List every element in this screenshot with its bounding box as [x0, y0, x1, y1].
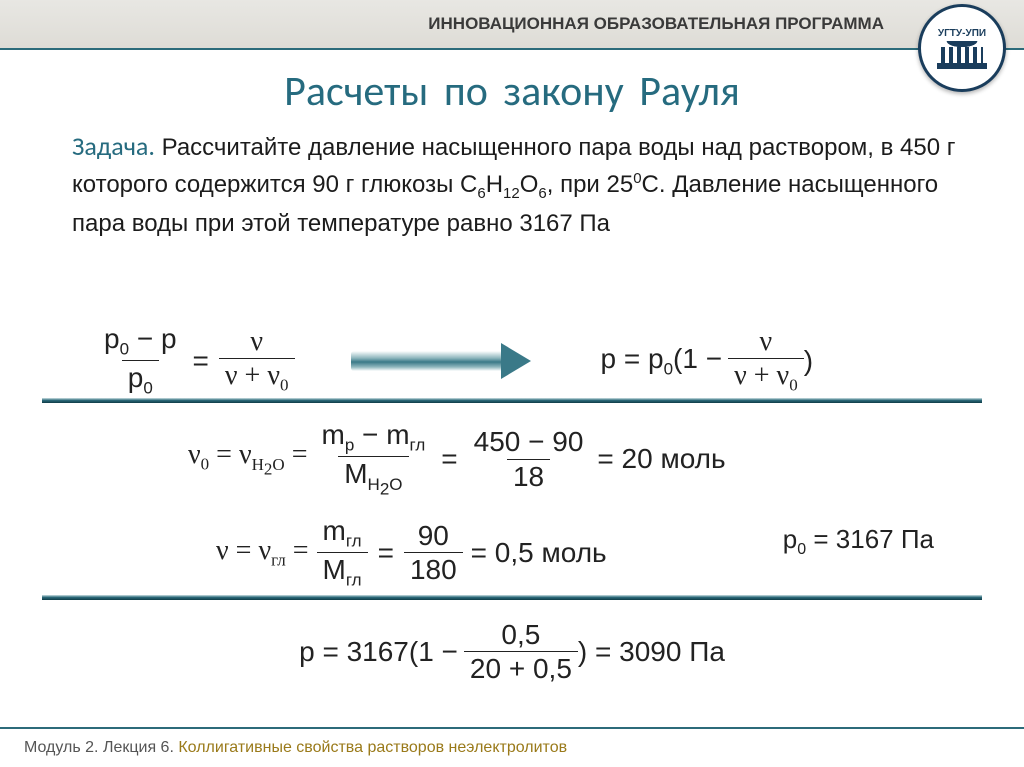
footer-module: Модуль 2. Лекция 6.	[24, 739, 178, 756]
nu0-calc: ν0 = νH2O = mр − mгл MH2O = 450 − 90 18 …	[188, 420, 726, 498]
raoult-relative-lowering: p0 − p p0 = ν ν + ν0	[98, 324, 295, 398]
footer-divider	[0, 727, 1024, 729]
formula-suffix: )	[804, 345, 813, 377]
frac-den: 180	[404, 552, 463, 584]
frac-num: ν	[754, 327, 779, 358]
logo-building-icon	[937, 41, 987, 69]
footer-lecture-topic: Коллигативные свойства растворов неэлект…	[178, 739, 567, 756]
arrow-icon	[351, 344, 531, 378]
frac-den: ν + ν0	[728, 358, 804, 394]
frac-num: mгл	[317, 516, 368, 552]
frac-den: 18	[507, 459, 550, 491]
final-pressure: p = 3167(1 − 0,5 20 + 0,5 ) = 3090 Па	[299, 620, 725, 684]
frac-den: Mгл	[317, 552, 368, 589]
formula-result: = 0,5 моль	[471, 537, 607, 569]
university-logo: УГТУ-УПИ	[918, 4, 1006, 92]
divider	[42, 595, 982, 600]
p0-given: p0 = 3167 Па	[783, 524, 934, 559]
frac-num: p0 − p	[98, 324, 183, 360]
frac-num: 0,5	[495, 620, 546, 651]
formula-prefix: ν0 = νH2O =	[188, 439, 307, 479]
program-label: ИННОВАЦИОННАЯ ОБРАЗОВАТЕЛЬНАЯ ПРОГРАММА	[428, 14, 884, 34]
formula-prefix: p = 3167(1 −	[299, 636, 458, 668]
footer: Модуль 2. Лекция 6. Коллигативные свойст…	[24, 739, 567, 757]
problem-statement: Задача. Рассчитайте давление насыщенного…	[72, 126, 964, 243]
problem-lead: Задача.	[72, 130, 155, 162]
divider	[42, 398, 982, 403]
formula-result: = 20 моль	[597, 443, 725, 475]
raoult-pressure-form: p = p0(1 − ν ν + ν0 )	[601, 327, 814, 395]
formula-suffix: ) = 3090 Па	[578, 636, 725, 668]
formula-row-raoult: p0 − p p0 = ν ν + ν0 p = p0(1 − ν ν + ν0…	[0, 324, 1024, 398]
frac-num: 450 − 90	[468, 427, 590, 458]
nu-calc: ν = νгл = mгл Mгл = 90 180 = 0,5 моль	[216, 516, 607, 590]
frac-den: p0	[122, 360, 159, 397]
formula-prefix: p = p0(1 −	[601, 343, 723, 380]
frac-den: ν + ν0	[219, 358, 295, 394]
page-title: Расчеты по закону Рауля	[0, 66, 1024, 117]
problem-text: Рассчитайте давление насыщенного пара во…	[72, 134, 956, 237]
logo-text: УГТУ-УПИ	[938, 28, 986, 39]
frac-num: 90	[412, 521, 455, 552]
frac-den: MH2O	[338, 456, 408, 498]
frac-num: ν	[244, 327, 269, 358]
frac-den: 20 + 0,5	[464, 651, 578, 683]
final-result-row: p = 3167(1 − 0,5 20 + 0,5 ) = 3090 Па	[0, 620, 1024, 684]
frac-num: mр − mгл	[315, 420, 431, 456]
formula-prefix: ν = νгл =	[216, 535, 309, 571]
